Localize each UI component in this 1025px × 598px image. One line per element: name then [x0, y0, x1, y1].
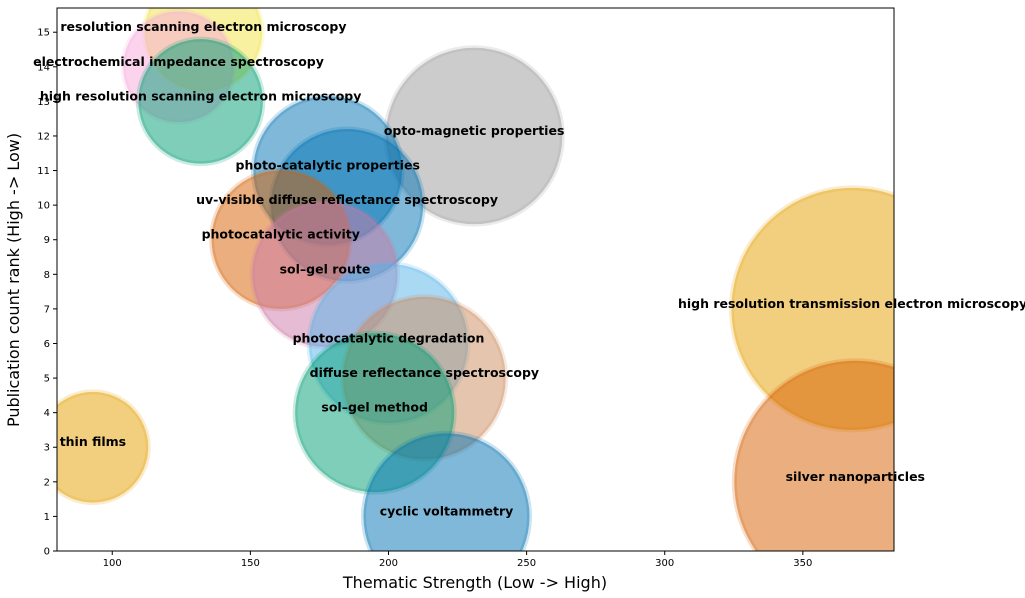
- bubble-label: sol–gel route: [280, 261, 371, 276]
- bubble-label: opto-magnetic properties: [384, 123, 565, 138]
- bubble-label: high resolution scanning electron micros…: [40, 88, 362, 103]
- y-tick-label: 0: [44, 547, 50, 558]
- y-tick-label: 12: [37, 131, 50, 142]
- y-tick-label: 15: [37, 28, 50, 39]
- y-tick-label: 2: [44, 477, 50, 488]
- x-tick-label: 200: [379, 558, 398, 569]
- y-tick-label: 11: [37, 166, 50, 177]
- plot-frame: [56, 7, 895, 552]
- x-tick-label: 150: [241, 558, 260, 569]
- bubble-label: sol–gel method: [321, 400, 428, 415]
- x-tick-label: 100: [103, 558, 122, 569]
- bubble-label: diffuse reflectance spectroscopy: [310, 365, 539, 380]
- x-axis-ticks: 100 150 200 250 300 350: [103, 551, 812, 569]
- x-axis-title: Thematic Strength (Low -> High): [342, 573, 607, 592]
- bubble-label: uv-visible diffuse reflectance spectrosc…: [196, 192, 498, 207]
- y-tick-label: 14: [37, 62, 50, 73]
- y-tick-label: 9: [44, 235, 50, 246]
- y-axis-title: Publication count rank (High -> Low): [4, 133, 23, 427]
- y-tick-label: 7: [44, 304, 50, 315]
- y-tick-label: 10: [37, 201, 50, 212]
- bubble-label: photo-catalytic properties: [236, 158, 420, 173]
- bubble-label: high resolution transmission electron mi…: [678, 296, 1025, 311]
- bubble-label: resolution scanning electron microscopy: [60, 19, 346, 34]
- y-tick-label: 5: [44, 374, 50, 385]
- bubble-label: thin films: [60, 434, 126, 449]
- bubble-label: photocatalytic activity: [202, 227, 360, 242]
- y-tick-label: 1: [44, 512, 50, 523]
- bubble-label: photocatalytic degradation: [293, 330, 485, 345]
- bubble: [361, 430, 532, 551]
- y-tick-label: 3: [44, 443, 50, 454]
- bubble-layer: [57, 8, 894, 551]
- y-tick-label: 8: [44, 270, 50, 281]
- bubble: [731, 358, 894, 551]
- y-tick-label: 4: [44, 408, 50, 419]
- bubble-label: cyclic voltammetry: [380, 503, 514, 518]
- bubble: [57, 389, 151, 506]
- x-tick-label: 250: [517, 558, 536, 569]
- bubble-label: electrochemical impedance spectroscopy: [33, 54, 324, 69]
- y-tick-label: 6: [44, 339, 50, 350]
- x-tick-label: 300: [655, 558, 674, 569]
- y-tick-label: 13: [37, 97, 50, 108]
- bubble-label: silver nanoparticles: [786, 469, 925, 484]
- x-tick-label: 350: [793, 558, 812, 569]
- bubble-label-layer: resolution scanning electron microscopy e…: [33, 19, 1025, 518]
- bubble: [135, 36, 266, 167]
